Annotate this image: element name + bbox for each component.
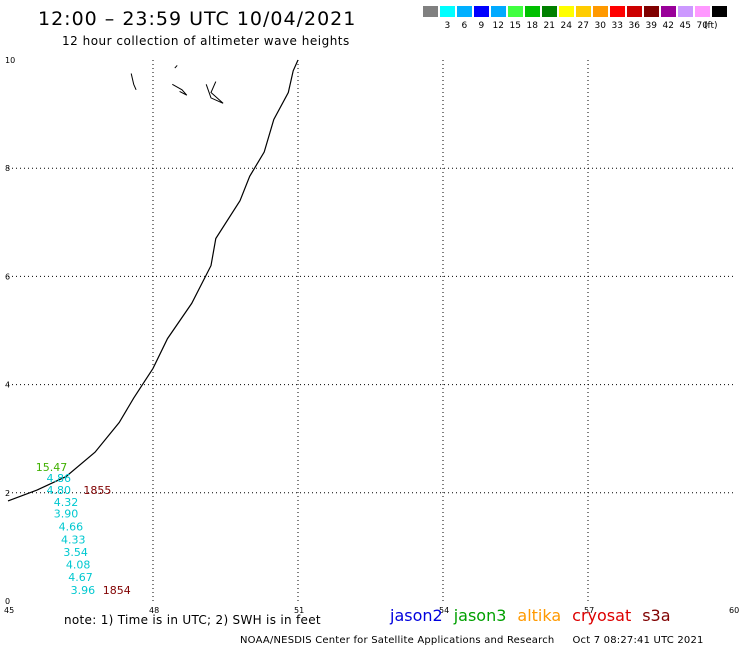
color-swatch: [524, 5, 541, 18]
mission-altika: altika: [517, 606, 562, 625]
lon-tick-label: 48: [149, 606, 159, 615]
lat-tick-label: 2: [5, 489, 10, 498]
wave-height-reading: 4.86: [47, 472, 72, 485]
mission-legend: jason2 jason3 altika cryosat s3a: [390, 606, 682, 625]
footer-credit: NOAA/NESDIS Center for Satellite Applica…: [240, 635, 704, 646]
lat-tick-label: 4: [5, 381, 10, 390]
color-scale-label: 30: [594, 21, 606, 31]
color-swatch: [422, 5, 439, 18]
color-swatch: [626, 5, 643, 18]
wave-height-reading: 3.54: [63, 546, 88, 559]
island-outline: [205, 81, 224, 104]
island-outline: [172, 83, 188, 96]
color-swatch: [592, 5, 609, 18]
island-outline: [174, 65, 178, 69]
generated-timestamp: Oct 7 08:27:41 UTC 2021: [572, 635, 704, 646]
color-scale-swatches: [422, 5, 728, 18]
map-subtitle: 12 hour collection of altimeter wave hei…: [62, 34, 350, 48]
color-scale-label: 33: [611, 21, 623, 31]
mission-jason3: jason3: [453, 606, 507, 625]
lat-tick-label: 6: [5, 272, 10, 281]
color-swatch: [694, 5, 711, 18]
color-scale-label: 39: [645, 21, 657, 31]
color-swatch: [439, 5, 456, 18]
color-scale-label: 15: [509, 21, 521, 31]
wave-height-reading: 15.47: [36, 461, 68, 474]
lat-tick-label: 0: [5, 597, 10, 606]
color-scale-label: 70: [696, 21, 708, 31]
wave-height-reading: 4.33: [61, 534, 86, 547]
wave-height-reading: 1855: [83, 484, 111, 497]
lat-tick-label: 10: [5, 56, 15, 65]
color-scale-label: 45: [679, 21, 691, 31]
lon-tick-label: 54: [439, 606, 449, 615]
wave-height-reading: 1854: [103, 584, 131, 597]
color-scale-label: 24: [560, 21, 572, 31]
lon-tick-label: 45: [4, 606, 14, 615]
color-swatch: [643, 5, 660, 18]
wave-height-reading: 4.66: [59, 521, 84, 534]
mission-cryosat: cryosat: [572, 606, 632, 625]
wave-height-reading: 4.80: [47, 484, 72, 497]
color-scale-label: 3: [444, 21, 451, 31]
wave-height-reading: 4.08: [66, 559, 91, 572]
wave-height-reading: 4.67: [68, 571, 93, 584]
lon-tick-label: 57: [584, 606, 594, 615]
color-scale-label: 12: [492, 21, 504, 31]
coastline: [7, 59, 299, 502]
map-title: 12:00 – 23:59 UTC 10/04/2021: [38, 8, 357, 30]
color-swatch: [677, 5, 694, 18]
color-swatch: [609, 5, 626, 18]
color-scale-label: 27: [577, 21, 589, 31]
island-outline: [130, 73, 137, 90]
wave-height-reading: 4.32: [54, 496, 79, 509]
lon-tick-label: 60: [729, 606, 739, 615]
color-swatch: [456, 5, 473, 18]
wave-height-reading: 3.90: [54, 508, 79, 521]
color-swatch: [711, 5, 728, 18]
wave-height-reading: 3.96: [71, 584, 96, 597]
footer-note: note: 1) Time is in UTC; 2) SWH is in fe…: [64, 613, 321, 627]
color-scale-label: 42: [662, 21, 674, 31]
color-swatch: [558, 5, 575, 18]
color-swatch: [660, 5, 677, 18]
color-scale-label: 18: [526, 21, 538, 31]
color-scale-unit: (ft): [704, 21, 718, 31]
color-scale-label: 36: [628, 21, 640, 31]
credit-text: NOAA/NESDIS Center for Satellite Applica…: [240, 635, 555, 646]
color-scale-label: 6: [461, 21, 468, 31]
color-swatch: [575, 5, 592, 18]
color-swatch: [490, 5, 507, 18]
lon-tick-label: 51: [294, 606, 304, 615]
color-swatch: [473, 5, 490, 18]
color-scale-label: 9: [478, 21, 485, 31]
color-scale-label: 21: [543, 21, 555, 31]
mission-jason2: jason2: [390, 606, 443, 625]
wave-height-color-scale: 3 6 9 12 15 18 21 24 27 30 33 36 39 42 45 70 (ft): [422, 5, 728, 31]
color-swatch: [507, 5, 524, 18]
color-swatch: [541, 5, 558, 18]
mission-s3a: s3a: [642, 606, 671, 625]
lat-tick-label: 8: [5, 164, 10, 173]
